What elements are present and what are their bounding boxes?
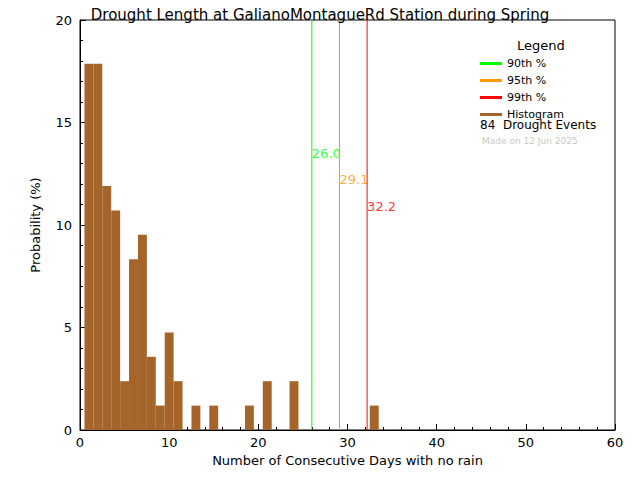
svg-text:Legend: Legend [517,38,565,53]
svg-text:Histogram: Histogram [507,108,565,121]
svg-text:10: 10 [161,435,178,450]
svg-text:10: 10 [55,218,72,233]
svg-text:40: 40 [428,435,445,450]
svg-text:Drought Length at GalianoMonta: Drought Length at GalianoMontagueRd Stat… [91,6,549,24]
svg-text:26.0: 26.0 [312,146,341,161]
svg-text:Probability (%): Probability (%) [28,177,43,272]
svg-text:30: 30 [339,435,356,450]
svg-text:0: 0 [76,435,84,450]
svg-text:99th %: 99th % [507,91,546,104]
svg-text:0: 0 [64,423,72,438]
svg-text:15: 15 [55,115,72,130]
svg-text:32.2: 32.2 [367,199,396,214]
svg-text:29.1: 29.1 [339,172,368,187]
svg-text:60: 60 [607,435,624,450]
svg-text:90th %: 90th % [507,57,546,70]
svg-text:20: 20 [55,13,72,28]
svg-text:20: 20 [250,435,267,450]
svg-text:5: 5 [64,320,72,335]
svg-text:50: 50 [518,435,535,450]
svg-text:Made on 12 Jun 2025: Made on 12 Jun 2025 [482,136,578,146]
svg-text:Number of Consecutive Days wit: Number of Consecutive Days with no rain [212,453,483,468]
svg-text:95th %: 95th % [507,74,546,87]
svg-text:84 Drought Events: 84 Drought Events [480,118,596,132]
